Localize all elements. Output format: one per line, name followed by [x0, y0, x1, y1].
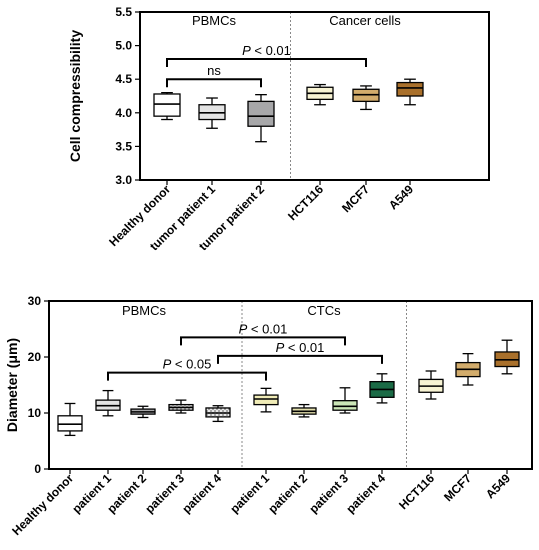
- y-tick-label: 5.0: [115, 39, 132, 53]
- box-4: [168, 399, 194, 414]
- box-12: [494, 339, 520, 375]
- box-4: [306, 83, 334, 106]
- box-11: [455, 352, 481, 386]
- significance-label: P < 0.01: [242, 43, 291, 58]
- plot-frame: [139, 11, 490, 181]
- significance-label: P < 0.05: [163, 357, 212, 372]
- box-6: [253, 387, 279, 413]
- significance-bracket: [107, 371, 267, 381]
- box-2: [95, 389, 121, 417]
- y-tick-label: 20: [28, 350, 42, 364]
- x-category-label: patient 4: [343, 471, 388, 516]
- box-5: [205, 405, 231, 423]
- significance-bracket: [166, 58, 367, 68]
- y-tick-label: 0: [34, 462, 41, 476]
- significance-bracket: [217, 354, 383, 364]
- box-3: [130, 405, 156, 419]
- box-body: [396, 81, 424, 97]
- box-2: [198, 97, 226, 129]
- box-body: [57, 415, 83, 432]
- box-10: [418, 370, 444, 400]
- diameter-chart: 0 10 20 30 Diameter (μm) PBMCs CTCs Healthy don…: [4, 294, 533, 538]
- box-body: [247, 100, 275, 127]
- y-tick-label: 5.5: [115, 5, 132, 19]
- y-tick-label: 10: [28, 406, 42, 420]
- box-8: [332, 387, 358, 414]
- significance-bracket: [180, 336, 346, 346]
- x-category-label: patient 3: [142, 471, 187, 516]
- x-category-label: patient 4: [179, 471, 224, 516]
- y-tick-label: 30: [28, 294, 42, 308]
- group-label: PBMCs: [122, 303, 167, 318]
- x-category-label: Healthy donor: [9, 471, 76, 538]
- x-category-label: A549: [386, 182, 416, 212]
- x-category-label: patient 3: [306, 471, 351, 516]
- box-body: [332, 400, 358, 411]
- y-tick-label: 4.0: [115, 106, 132, 120]
- x-category-label: HCT116: [285, 182, 326, 223]
- box-body: [153, 93, 181, 117]
- x-category-label: MCF7: [441, 471, 474, 504]
- box-6: [396, 78, 424, 106]
- box-body: [253, 394, 279, 406]
- x-category-label: patient 2: [265, 471, 310, 516]
- significance-label: P < 0.01: [276, 340, 325, 355]
- x-category-label: A549: [483, 471, 513, 501]
- compressibility-chart: 3.0 3.5 4.0 4.5 5.0 5.5 Cell compressibility PB…: [67, 5, 490, 253]
- group-label: Cancer cells: [329, 13, 401, 28]
- x-category-label: patient 2: [104, 471, 149, 516]
- group-label: CTCs: [307, 303, 341, 318]
- y-tick-label: 3.0: [115, 173, 132, 187]
- box-1: [57, 402, 83, 437]
- significance-bracket: [166, 78, 262, 88]
- y-tick-label: 4.5: [115, 72, 132, 86]
- group-label: PBMCs: [192, 13, 237, 28]
- box-5: [352, 85, 380, 111]
- box-9: [369, 373, 395, 404]
- y-tick-label: 3.5: [115, 139, 132, 153]
- box-7: [291, 403, 317, 418]
- x-category-label: HCT116: [396, 471, 437, 512]
- plot-frame: [48, 300, 533, 470]
- x-category-label: patient 1: [227, 471, 272, 516]
- significance-label: ns: [207, 63, 221, 78]
- x-category-label: MCF7: [339, 182, 372, 215]
- y-axis-label: Cell compressibility: [67, 30, 83, 162]
- y-axis-label: Diameter (μm): [4, 338, 20, 432]
- box-1: [153, 91, 181, 121]
- box-3: [247, 94, 275, 143]
- significance-label: P < 0.01: [239, 321, 288, 336]
